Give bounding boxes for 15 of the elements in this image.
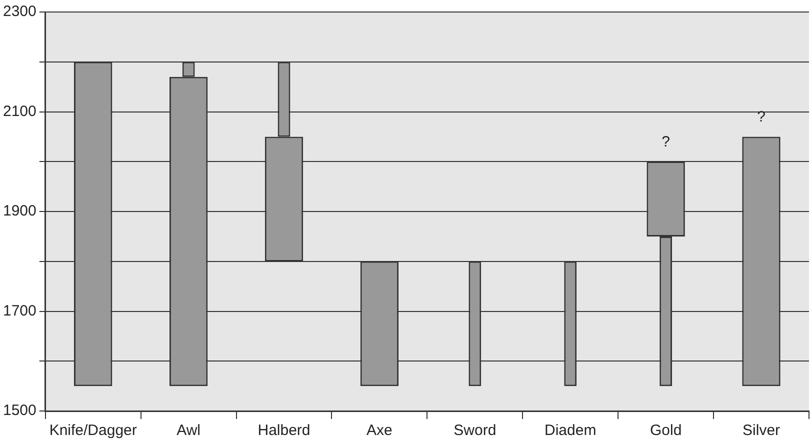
x-tick-label: Knife/Dagger: [49, 422, 137, 440]
x-tick-label: Awl: [176, 422, 201, 440]
y-tick-label: 2100: [2, 102, 36, 120]
x-tick-label: Diadem: [544, 422, 596, 440]
y-tick-label: 1700: [2, 302, 36, 320]
annotation: ?: [662, 133, 670, 150]
x-tick-label: Silver: [742, 422, 780, 440]
x-tick-label: Sword: [454, 422, 496, 440]
annotation: ?: [757, 108, 766, 126]
y-tick-label: 1500: [2, 402, 36, 420]
y-tick-label: 1900: [2, 202, 36, 220]
y-tick-label: 2300: [2, 3, 36, 20]
x-tick-label: Halberd: [258, 422, 310, 440]
x-tick-label: Gold: [650, 422, 682, 440]
x-tick-label: Axe: [366, 422, 392, 440]
